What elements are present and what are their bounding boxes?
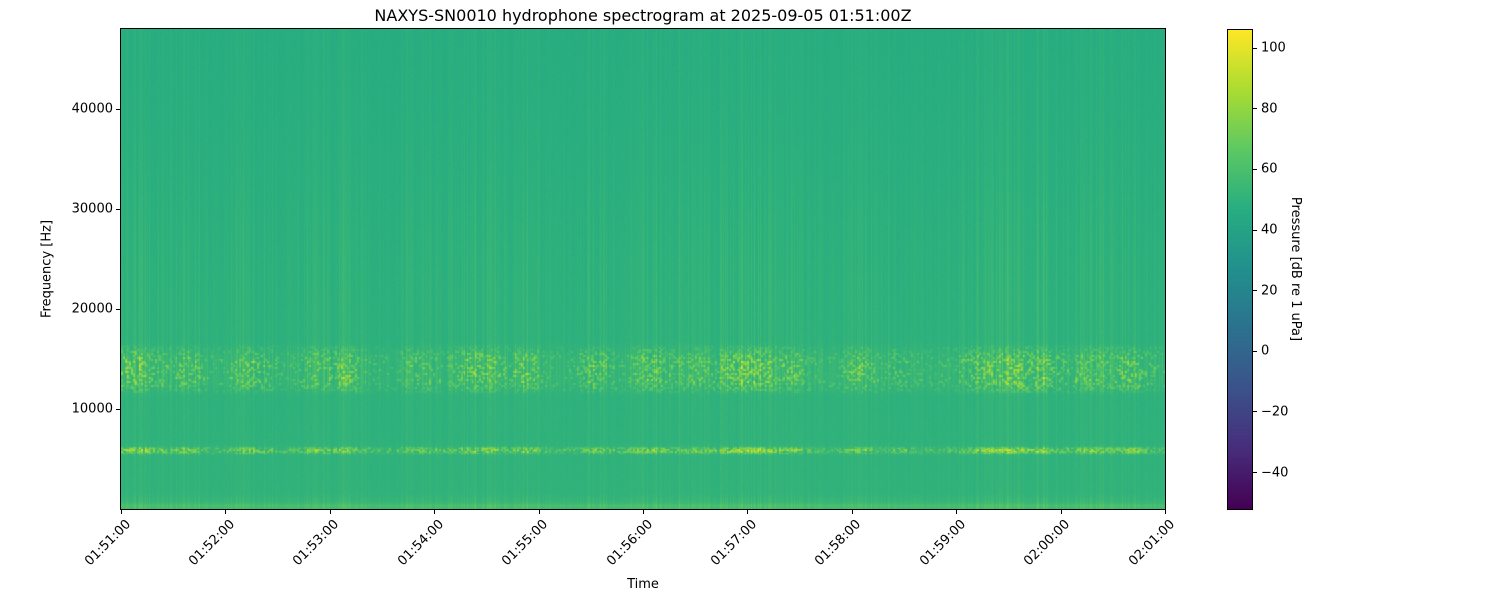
colorbar-tick-label: 20 (1261, 283, 1278, 299)
colorbar-tick-mark (1253, 411, 1257, 413)
colorbar-tick-mark (1253, 350, 1257, 352)
colorbar-tick-label: 80 (1261, 101, 1278, 117)
colorbar-tick-mark (1253, 290, 1257, 292)
y-tick-mark (116, 408, 120, 410)
x-axis-label: Time (627, 577, 659, 592)
x-tick-label: 01:58:00 (812, 517, 865, 569)
x-tick-label: 01:51:00 (81, 517, 134, 569)
x-tick-mark (956, 510, 958, 514)
colorbar-tick-label: 100 (1261, 40, 1286, 56)
plot-area (120, 28, 1166, 510)
colorbar-gradient (1228, 30, 1252, 509)
chart-title: NAXYS-SN0010 hydrophone spectrogram at 2… (374, 6, 912, 25)
x-tick-mark (1060, 510, 1062, 514)
y-tick-label: 10000 (71, 401, 113, 417)
x-tick-mark (434, 510, 436, 514)
x-tick-label: 01:54:00 (394, 517, 447, 569)
colorbar-tick-mark (1253, 168, 1257, 170)
x-tick-label: 01:56:00 (603, 517, 656, 569)
x-tick-label: 02:01:00 (1125, 517, 1178, 569)
y-tick-mark (116, 308, 120, 310)
x-tick-mark (1165, 510, 1166, 514)
colorbar-tick-mark (1253, 229, 1257, 231)
colorbar-tick-label: −20 (1261, 404, 1289, 420)
x-tick-mark (851, 510, 853, 514)
x-tick-label: 02:00:00 (1021, 517, 1074, 569)
y-tick-label: 20000 (71, 301, 113, 317)
colorbar-tick-mark (1253, 108, 1257, 110)
y-tick-mark (116, 108, 120, 110)
x-tick-mark (329, 510, 331, 514)
x-tick-mark (538, 510, 540, 514)
x-tick-label: 01:59:00 (916, 517, 969, 569)
colorbar-label: Pressure [dB re 1 uPa] (1288, 196, 1303, 342)
y-axis-label: Frequency [Hz] (39, 219, 55, 319)
colorbar (1227, 29, 1253, 510)
x-tick-label: 01:57:00 (708, 517, 761, 569)
colorbar-tick-label: 40 (1261, 222, 1278, 238)
x-tick-mark (643, 510, 644, 514)
x-tick-mark (121, 510, 122, 514)
colorbar-tick-mark (1253, 47, 1257, 49)
x-tick-label: 01:53:00 (290, 517, 343, 569)
y-tick-label: 40000 (71, 101, 113, 117)
x-tick-mark (225, 510, 227, 514)
colorbar-tick-mark (1253, 472, 1257, 474)
y-tick-label: 30000 (71, 201, 113, 217)
x-tick-mark (747, 510, 749, 514)
colorbar-tick-label: 60 (1261, 161, 1278, 177)
x-tick-label: 01:55:00 (499, 517, 552, 569)
spectrogram-heatmap (121, 29, 1165, 509)
y-tick-mark (116, 208, 120, 210)
colorbar-tick-label: 0 (1261, 343, 1270, 359)
colorbar-tick-label: −40 (1261, 465, 1289, 481)
x-tick-label: 01:52:00 (186, 517, 239, 569)
